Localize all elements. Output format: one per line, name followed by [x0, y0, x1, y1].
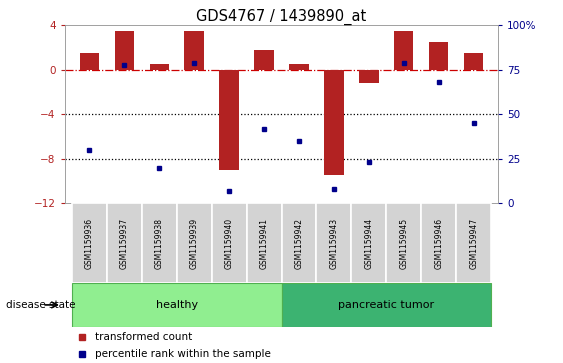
Text: GSM1159945: GSM1159945 — [399, 218, 408, 269]
Text: GSM1159938: GSM1159938 — [155, 218, 164, 269]
Text: healthy: healthy — [155, 300, 198, 310]
Text: GSM1159947: GSM1159947 — [470, 218, 479, 269]
Text: pancreatic tumor: pancreatic tumor — [338, 300, 435, 310]
Text: GDS4767 / 1439890_at: GDS4767 / 1439890_at — [196, 9, 367, 25]
Bar — [394, 31, 413, 70]
Text: GSM1159944: GSM1159944 — [364, 218, 373, 269]
Bar — [359, 70, 378, 83]
Bar — [150, 64, 169, 70]
Bar — [72, 283, 282, 327]
Bar — [107, 203, 142, 283]
Text: GSM1159941: GSM1159941 — [260, 218, 269, 269]
Text: percentile rank within the sample: percentile rank within the sample — [95, 349, 271, 359]
Bar — [429, 42, 449, 70]
Bar — [212, 203, 247, 283]
Text: GSM1159940: GSM1159940 — [225, 218, 234, 269]
Bar — [220, 70, 239, 170]
Text: GSM1159939: GSM1159939 — [190, 218, 199, 269]
Text: GSM1159937: GSM1159937 — [120, 218, 129, 269]
Bar — [185, 31, 204, 70]
Bar — [464, 53, 484, 70]
Bar — [254, 50, 274, 70]
Bar — [456, 203, 491, 283]
Bar — [351, 203, 386, 283]
Bar — [421, 203, 456, 283]
Bar — [386, 203, 421, 283]
Bar — [316, 203, 351, 283]
Bar — [247, 203, 282, 283]
Bar — [79, 53, 99, 70]
Bar — [72, 203, 107, 283]
Text: transformed count: transformed count — [95, 332, 193, 342]
Text: GSM1159936: GSM1159936 — [84, 218, 93, 269]
Bar — [177, 203, 212, 283]
Text: GSM1159946: GSM1159946 — [434, 218, 443, 269]
Text: disease state: disease state — [6, 300, 75, 310]
Bar — [324, 70, 343, 175]
Bar — [289, 64, 309, 70]
Text: GSM1159942: GSM1159942 — [294, 218, 303, 269]
Bar — [114, 31, 134, 70]
Bar — [282, 283, 491, 327]
Bar — [282, 203, 316, 283]
Text: GSM1159943: GSM1159943 — [329, 218, 338, 269]
Bar — [142, 203, 177, 283]
